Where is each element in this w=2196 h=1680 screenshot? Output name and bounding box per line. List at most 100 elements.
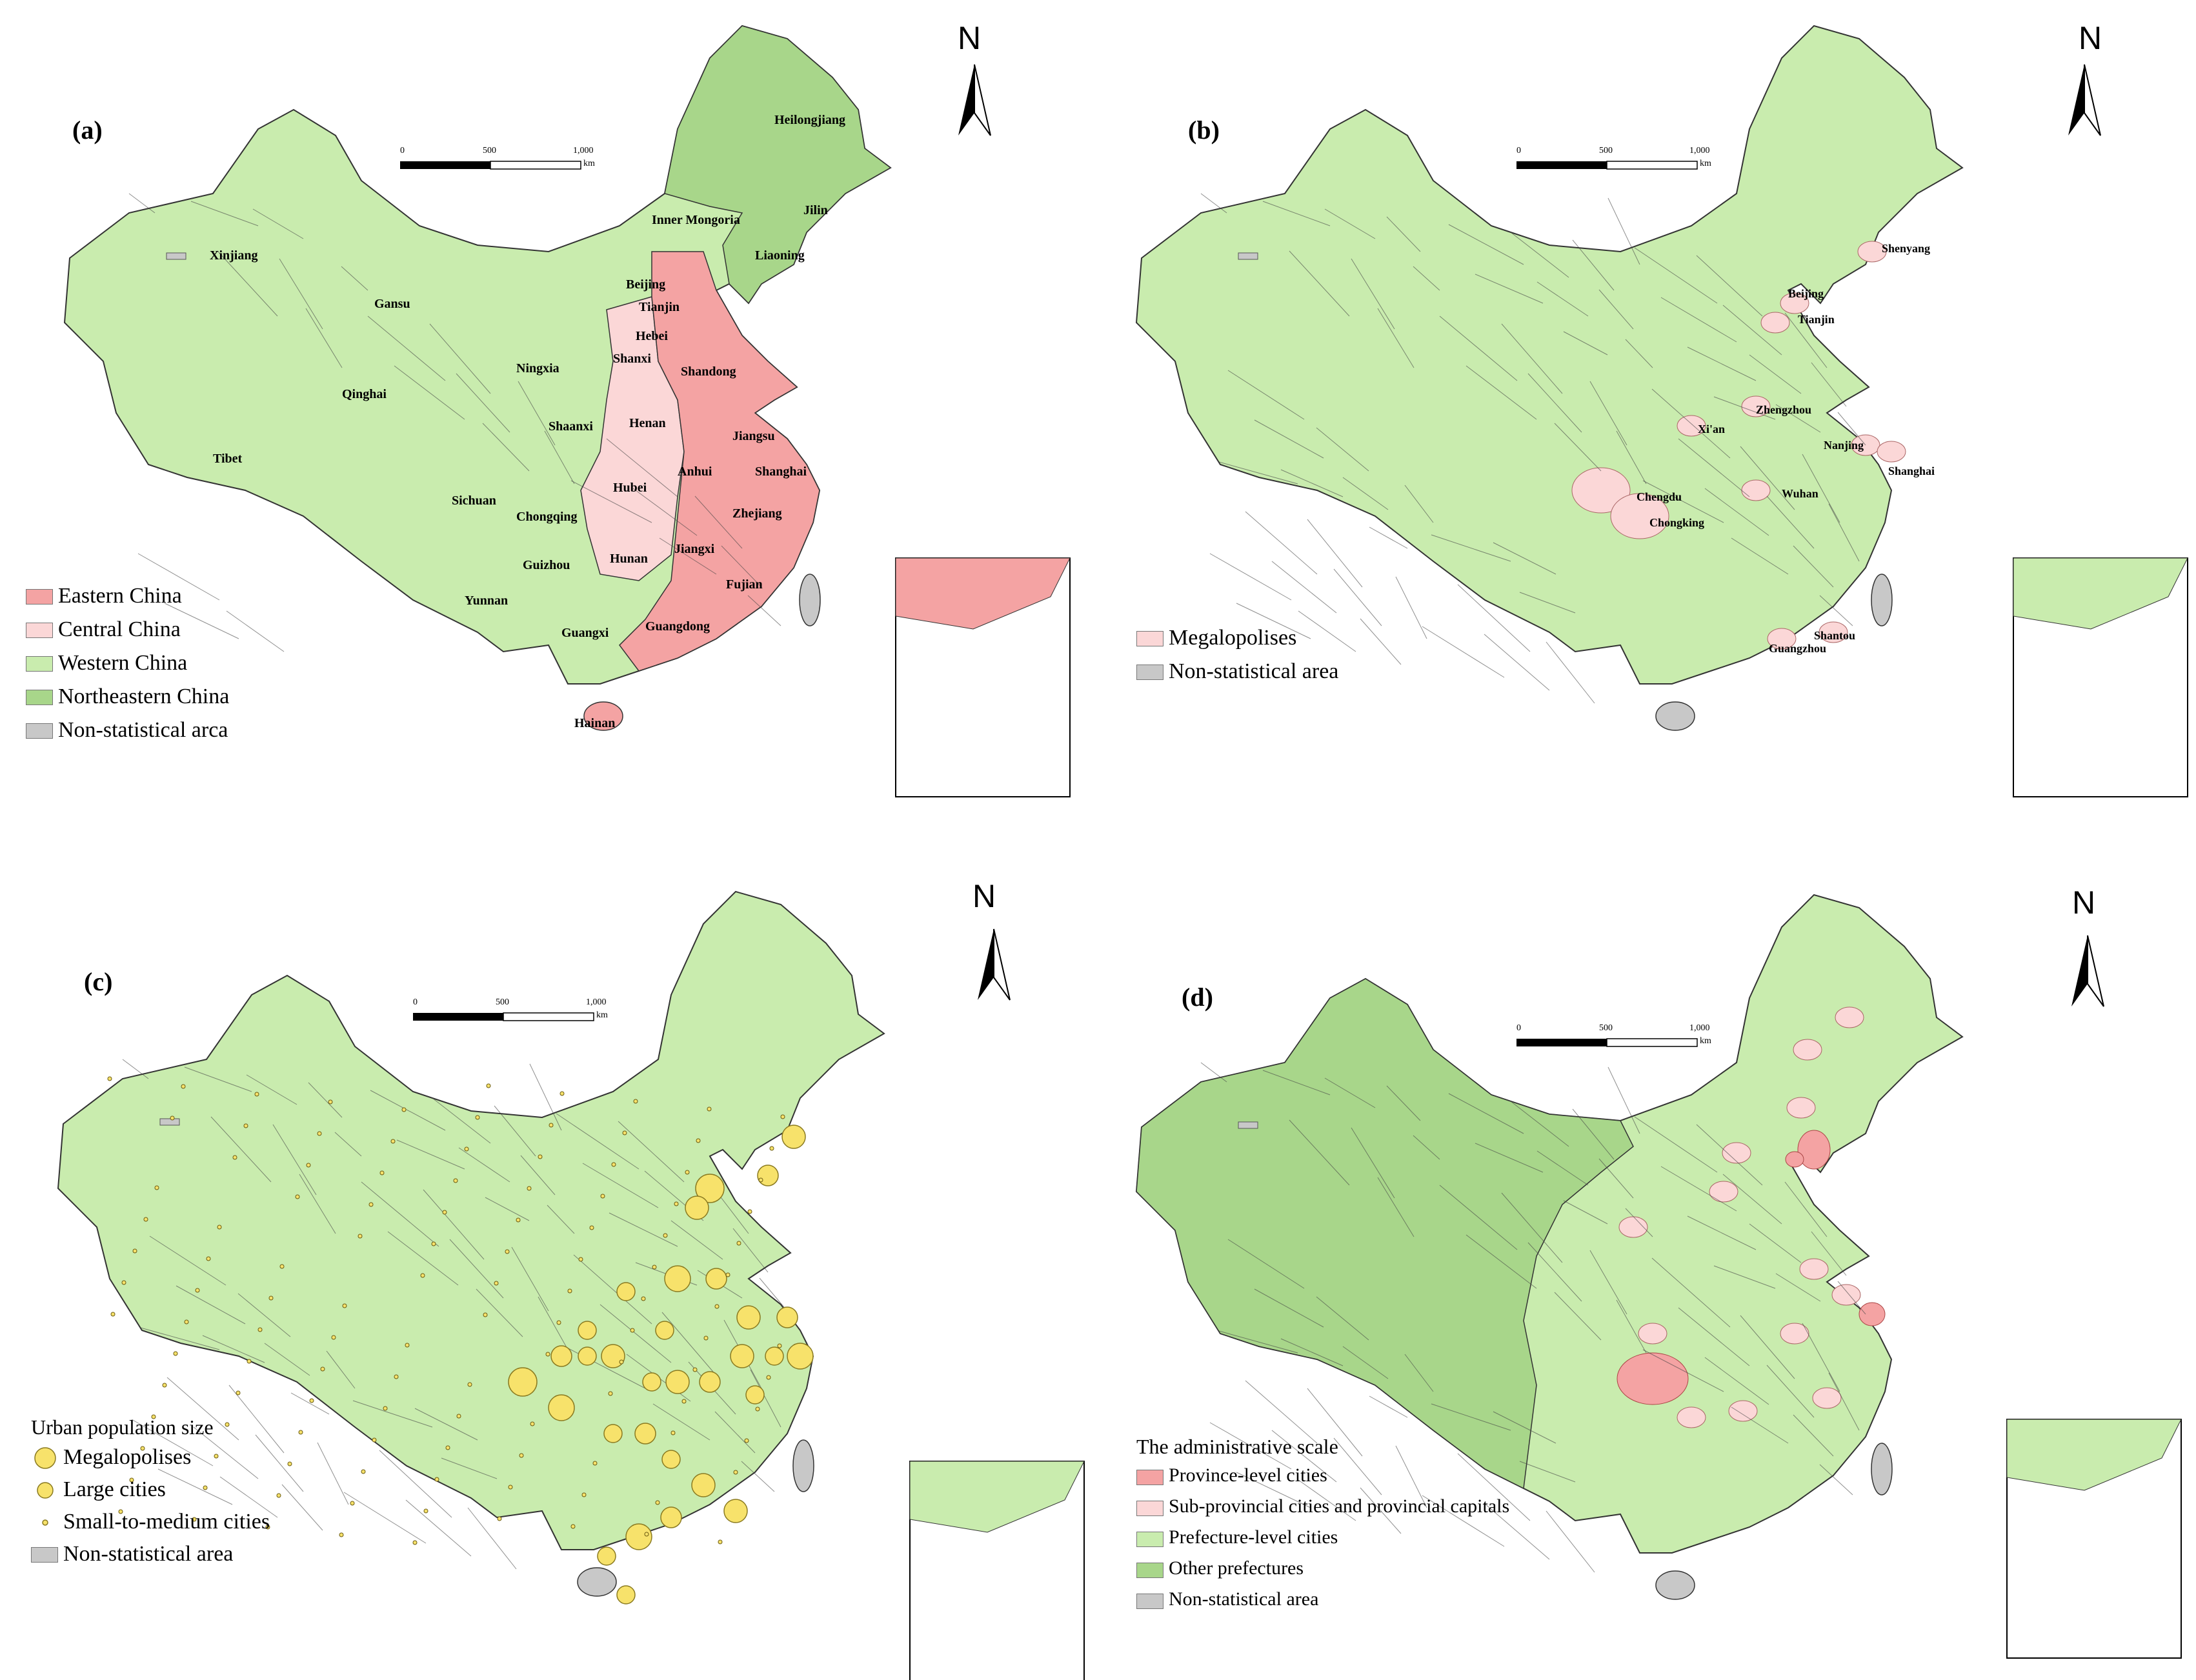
small-city-dot (655, 1500, 660, 1505)
legend-item-label: Province-level cities (1169, 1465, 1327, 1486)
small-city-dot (619, 1359, 624, 1365)
small-city-dot (412, 1540, 418, 1545)
boundary-line (1678, 1307, 1750, 1366)
boundary-line (1493, 542, 1556, 575)
island-group (1238, 252, 1893, 731)
legend-swatch (26, 723, 53, 739)
boundary-line (1377, 1177, 1415, 1237)
scale-tick-label: 500 (1599, 1023, 1613, 1033)
boundary-line (741, 1461, 775, 1492)
boundary-line (1227, 1239, 1305, 1289)
legend-swatch (26, 690, 53, 705)
province-level-area (1797, 1130, 1831, 1170)
boundary-line (494, 1105, 536, 1157)
place-label: Tianjin (1798, 313, 1835, 326)
place-label: Gansu (374, 297, 410, 311)
place-label: Jilin (803, 203, 828, 217)
legend-item-label: Non-statistical area (1169, 1588, 1319, 1610)
place-label: Guizhou (523, 558, 570, 572)
boundary-line (429, 323, 491, 394)
other-prefectures-areas (1136, 978, 1634, 1490)
boundary-line (1802, 454, 1840, 523)
small-city-dot (674, 1201, 679, 1206)
boundary-line (128, 193, 156, 214)
small-city-dot (703, 1335, 709, 1341)
boundary-line (1298, 1479, 1356, 1521)
boundary-line (1413, 1135, 1440, 1160)
boundary-line (1404, 1354, 1434, 1392)
boundary-line (1377, 308, 1415, 368)
place-label: Hubei (613, 481, 647, 495)
legend-title: Urban population size (31, 1415, 214, 1439)
legend-item-label: Non-statistical area (1169, 659, 1339, 683)
boundary-line (210, 1116, 272, 1183)
place-label: Shaanxi (549, 419, 593, 434)
boundary-line (1475, 1143, 1544, 1173)
city-bubble (548, 1394, 575, 1421)
boundary-lines (1200, 193, 1866, 704)
legend-swatch (1136, 1532, 1163, 1547)
boundary-line (1324, 1077, 1376, 1108)
small-city-dot (538, 1154, 543, 1159)
sub-provincial-area (1677, 1406, 1706, 1428)
small-city-dot (257, 1327, 263, 1332)
north-label: N (2079, 20, 2102, 56)
boundary-line (1280, 1338, 1344, 1366)
boundary-line (1819, 595, 1853, 626)
boundary-line (747, 595, 781, 626)
boundary-line (1493, 1411, 1556, 1444)
boundary-line (341, 266, 368, 291)
legend-item-label: Megalopolises (1169, 626, 1297, 650)
north-arrow-left (2068, 65, 2084, 135)
north-label: N (2072, 885, 2096, 921)
boundary-line (1369, 1395, 1408, 1418)
sub-provincial-area (1831, 1284, 1861, 1306)
boundary-line (1475, 274, 1544, 304)
place-label: Inner Mongoria (652, 213, 740, 227)
boundary-line (1439, 1185, 1518, 1250)
boundary-line (1722, 1174, 1782, 1225)
place-label: Jiangsu (732, 429, 775, 443)
boundary-line (1607, 197, 1640, 265)
island-group (166, 252, 821, 731)
boundary-line (582, 1163, 659, 1208)
boundary-line (652, 1403, 710, 1441)
small-city-dot (162, 1383, 167, 1388)
boundary-line (1527, 1242, 1582, 1302)
boundary-line (1811, 362, 1847, 407)
boundary-line (573, 1254, 652, 1325)
small-city-dot (379, 1170, 385, 1175)
small-city-dot (464, 1146, 469, 1152)
small-city-dot (361, 1469, 366, 1474)
megalopolis-area (1767, 628, 1797, 650)
scale-bar-light (490, 161, 581, 170)
scale-bar (400, 161, 581, 170)
boundary-line (518, 381, 556, 446)
boundary-line (255, 1434, 304, 1492)
scale-bar (1516, 1038, 1698, 1047)
northeast-region (664, 25, 892, 305)
scale-bar-light (503, 1012, 594, 1021)
province-level-area (1785, 1151, 1804, 1168)
legend-item-label: Other prefectures (1169, 1557, 1304, 1579)
china-outline (1135, 25, 1964, 685)
city-bubble (705, 1268, 727, 1290)
small-city-dot (630, 1328, 635, 1333)
city-bubble (776, 1306, 798, 1328)
boundary-line (1749, 1223, 1802, 1263)
boundary-line (1484, 1503, 1550, 1560)
scale-bar-dark (1516, 1039, 1607, 1046)
boundary-line (334, 1132, 362, 1157)
small-city-dot (154, 1185, 159, 1190)
boundary-line (1766, 1365, 1815, 1418)
place-label: Liaoning (755, 248, 805, 263)
city-bubble (625, 1523, 652, 1550)
legend-item-label: Large cities (63, 1477, 166, 1501)
map-d-svg (1135, 894, 2182, 1659)
boundary-line (1439, 315, 1518, 381)
scale-unit-label: km (1700, 1036, 1711, 1046)
boundary-line (1227, 370, 1305, 420)
boundary-line (1784, 312, 1828, 368)
city-population-bubbles (107, 1076, 814, 1605)
place-label: Shandong (681, 365, 736, 379)
